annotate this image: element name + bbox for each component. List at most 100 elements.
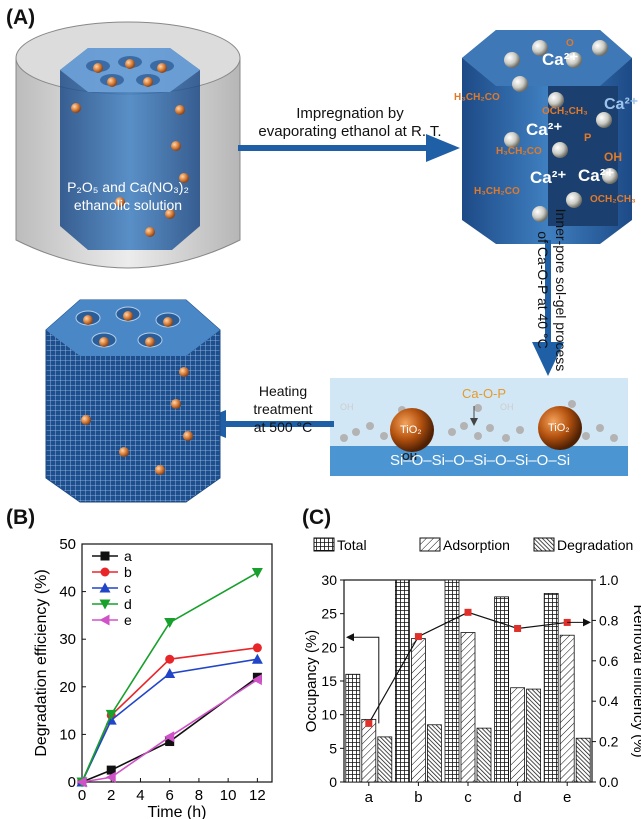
silica-chain-label: Si–O–Si–O–Si–O–Si–O–Si xyxy=(389,452,571,469)
legend-label: Total xyxy=(337,537,367,553)
group-label-1: H₃CH₂CO xyxy=(454,92,500,103)
bar-degradation xyxy=(575,737,591,783)
y-tick-label: 20 xyxy=(59,679,76,696)
x-axis-label: Time (h) xyxy=(148,804,207,819)
x-tick-label: 2 xyxy=(107,787,115,804)
bar-adsorption xyxy=(559,634,575,783)
y2-tick-label: 0.0 xyxy=(599,774,619,790)
legend-swatch xyxy=(313,537,335,552)
y2-tick-label: 0.2 xyxy=(599,734,619,750)
bar-adsorption xyxy=(411,638,426,783)
y-tick-label: 10 xyxy=(321,707,337,723)
ca-ion-label-4: Ca²⁺ xyxy=(578,166,615,185)
x-tick-label: 6 xyxy=(166,787,174,804)
bar-adsorption xyxy=(460,632,476,783)
right-axis-indicator-head xyxy=(583,618,591,627)
removal-efficiency-point xyxy=(514,624,522,632)
x-tick-label: 10 xyxy=(220,787,237,804)
data-point xyxy=(252,643,262,653)
x-tick-label: c xyxy=(464,789,472,806)
group-label-8: O xyxy=(566,38,574,49)
data-point xyxy=(165,654,175,664)
series-line xyxy=(81,678,258,783)
y2-tick-label: 1.0 xyxy=(599,572,619,588)
legend-entry: b xyxy=(92,564,132,580)
occupancy-bar-chart: Total Adsorption Degradation 0 5 10 15 20 25 30 0.… xyxy=(303,537,641,806)
y-axis-label: Occupancy (%) xyxy=(303,630,320,733)
series-e xyxy=(76,674,262,788)
y-tick-label: 0 xyxy=(329,774,337,790)
series-b xyxy=(77,643,262,787)
legend-entry: c xyxy=(92,580,131,596)
data-point xyxy=(105,709,117,720)
ca-ion-label-2: Ca²⁺ xyxy=(526,120,563,139)
bar-adsorption xyxy=(510,687,526,783)
group-label-2: H₃CH₂CO xyxy=(496,146,542,157)
surface-oh-label-2: OH xyxy=(340,402,354,412)
arrow3-caption-line2: at 500 °C xyxy=(253,419,313,435)
y-tick-label: 10 xyxy=(59,726,76,743)
data-point xyxy=(105,771,116,783)
calcined-prism-illustration xyxy=(45,299,221,503)
y-tick-label: 15 xyxy=(321,673,337,689)
bar-degradation xyxy=(427,724,442,783)
beaker-text: P₂O₅ and Ca(NO₃)₂ ethanolic solution xyxy=(36,178,220,214)
degradation-line-chart: 0 10 20 30 40 50 0 2 4 6 8 10 12 Time (h) Degradation … xyxy=(33,536,273,819)
schematic-figure xyxy=(15,21,632,503)
group-label-6: OH xyxy=(604,150,622,164)
y-axis-label: Degradation efficiency (%) xyxy=(33,569,50,756)
surface-illustration xyxy=(330,378,628,476)
legend-swatch xyxy=(419,537,441,552)
y-tick-label: 25 xyxy=(321,606,337,622)
cao-p-label: Ca-O-P xyxy=(462,386,507,401)
left-axis-indicator-head xyxy=(346,633,354,642)
x-tick-label: b xyxy=(414,789,422,806)
legend-entry: e xyxy=(92,612,132,628)
legend-entry: Adsorption xyxy=(419,537,510,553)
data-point xyxy=(165,737,175,747)
x-tick-label: 0 xyxy=(78,787,86,804)
data-point xyxy=(251,653,263,664)
legend-label: Degradation xyxy=(557,537,633,553)
x-tick-label: d xyxy=(513,789,521,806)
tio2-label-2: TiO₂ xyxy=(548,422,570,434)
y-tick-label: 30 xyxy=(321,572,337,588)
ca-ion-label-5: Ca²⁺ xyxy=(604,96,639,113)
bar-total xyxy=(444,579,460,783)
legend-entry: Total xyxy=(313,537,367,553)
tio2-label-1: TiO₂ xyxy=(400,424,422,436)
arrow1-caption-line1: Impregnation by xyxy=(296,105,404,122)
data-point xyxy=(100,551,110,561)
x-tick-label: e xyxy=(563,789,571,806)
bar-degradation xyxy=(476,727,492,783)
data-point xyxy=(99,599,111,610)
arrow2-caption: Inner-pore sol-gel process of Ca-O-P at … xyxy=(534,195,570,385)
series-c xyxy=(76,653,263,787)
legend-label: a xyxy=(124,548,132,564)
beaker-text-line2: ethanolic solution xyxy=(73,197,183,213)
ca-ion-label-1: Ca²⁺ xyxy=(542,50,579,69)
y2-tick-label: 0.8 xyxy=(599,612,619,628)
y-tick-label: 0 xyxy=(68,774,76,791)
left-axis-indicator xyxy=(352,636,380,724)
surface-oh-label-1: OH xyxy=(402,452,417,463)
bar-total xyxy=(395,579,410,783)
arrow2-caption-line1: Inner-pore sol-gel process xyxy=(553,208,569,372)
data-point xyxy=(164,667,176,678)
series-line xyxy=(81,571,258,783)
arrow3-caption: Heating treatment at 500 °C xyxy=(228,382,338,436)
arrow-sol-gel xyxy=(532,240,564,376)
legend-entry: Degradation xyxy=(533,537,633,553)
x-tick-label: 4 xyxy=(136,787,144,804)
y-tick-label: 50 xyxy=(59,536,76,553)
y2-tick-label: 0.6 xyxy=(599,653,619,669)
panel-a-label: (A) xyxy=(6,6,36,29)
bar-total xyxy=(543,593,559,783)
series-line xyxy=(81,676,258,783)
data-point xyxy=(164,618,176,629)
legend-swatch xyxy=(533,537,555,552)
loaded-prism-illustration xyxy=(462,30,632,244)
bar-total xyxy=(494,596,510,783)
panel-b-label: (B) xyxy=(6,506,36,529)
data-point xyxy=(251,568,263,579)
